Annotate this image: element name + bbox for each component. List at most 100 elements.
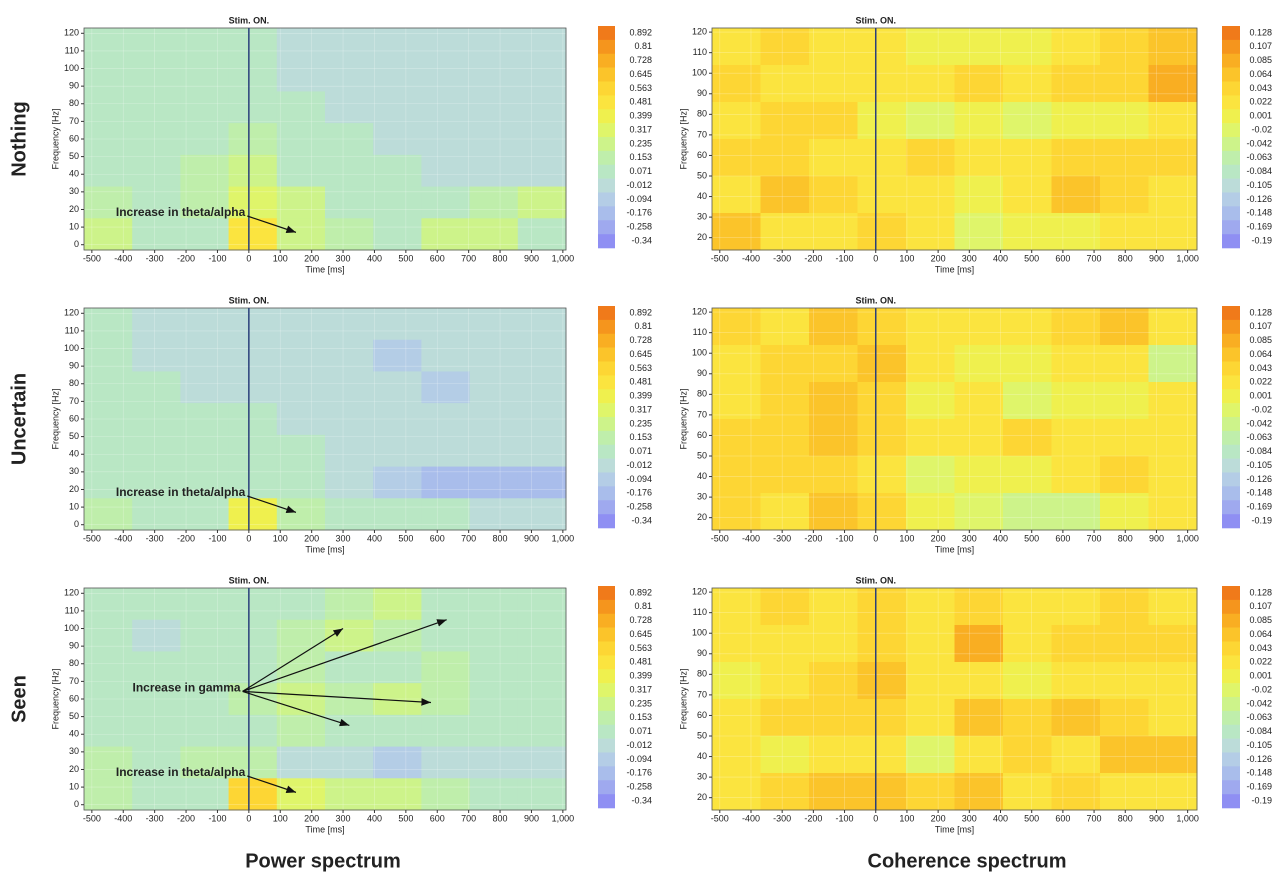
annotation: Increase in theta/alpha (116, 765, 246, 779)
colorbar-cell (598, 234, 615, 249)
x-tick-label: 400 (367, 533, 382, 543)
heat-cell (712, 213, 761, 251)
x-tick-label: -300 (146, 253, 164, 263)
heat-cell (1148, 699, 1198, 737)
heat-cell (1100, 102, 1149, 140)
x-tick-label: 600 (430, 253, 445, 263)
colorbar-label: 0.481 (629, 377, 652, 387)
heat-cell (1003, 176, 1052, 214)
colorbar-label: 0.085 (1249, 55, 1272, 65)
colorbar-label: 0.128 (1249, 307, 1272, 317)
colorbar-label: -0.02 (1251, 124, 1272, 134)
heat-cell (325, 746, 374, 779)
colorbar-cell (598, 780, 615, 795)
y-tick-label: 40 (69, 449, 79, 459)
colorbar-cell (1222, 347, 1240, 362)
colorbar-cell (1222, 26, 1240, 41)
heat-cell (1148, 625, 1198, 663)
heat-cell (421, 466, 471, 499)
colorbar-label: -0.169 (1246, 502, 1272, 512)
heat-cell (228, 28, 278, 61)
colorbar-label: 0.481 (629, 97, 652, 107)
heat-cell (373, 714, 422, 748)
heat-cell (906, 699, 955, 737)
heat-cell (132, 714, 181, 748)
colorbar-cell (598, 81, 615, 96)
y-tick-label: 100 (692, 68, 707, 78)
heat-cell (469, 619, 519, 652)
heat-cell (84, 651, 133, 684)
heat-cell (469, 371, 519, 404)
heat-cell (1051, 625, 1101, 663)
y-tick-label: 40 (69, 729, 79, 739)
colorbar-label: -0.063 (1246, 432, 1272, 442)
x-tick-label: -100 (208, 533, 226, 543)
heat-cell (84, 683, 133, 716)
heat-cell (180, 434, 230, 468)
heat-cell (469, 218, 519, 251)
colorbar-cell (1222, 375, 1240, 390)
heat-cell (325, 123, 374, 156)
heat-cell (421, 588, 471, 621)
heat-cell (276, 588, 326, 621)
heat-cell (469, 466, 519, 499)
y-tick-label: 120 (692, 306, 707, 316)
heat-cell (517, 91, 567, 124)
x-tick-label: 1,000 (1176, 813, 1199, 823)
heat-cell (954, 736, 1004, 774)
colorbar-label: -0.176 (626, 768, 652, 778)
x-tick-label: 600 (430, 533, 445, 543)
heat-cell (84, 218, 133, 251)
heat-cell (712, 382, 761, 420)
colorbar-label: 0.064 (1249, 349, 1272, 359)
heat-cell (373, 28, 422, 61)
heat-cell (325, 778, 374, 811)
x-tick-label: 100 (273, 253, 288, 263)
heat-cell (325, 371, 374, 404)
heat-cell (906, 213, 955, 251)
y-tick-label: 20 (697, 512, 707, 522)
y-tick-label: 70 (69, 396, 79, 406)
y-tick-label: 10 (69, 781, 79, 791)
heat-cell (1100, 588, 1149, 626)
x-tick-label: 300 (962, 813, 977, 823)
y-tick-label: 90 (697, 88, 707, 98)
heat-cell (906, 736, 955, 774)
y-tick-label: 110 (693, 47, 707, 57)
heat-cell (228, 59, 278, 92)
colorbar-label: -0.176 (626, 208, 652, 218)
heat-cell (421, 308, 471, 341)
colorbar-label: 0.317 (629, 684, 652, 694)
heat-cell (373, 123, 422, 156)
heat-cell (132, 498, 181, 531)
heat-cell (373, 619, 422, 652)
heat-cell (857, 588, 907, 626)
heat-cell (517, 434, 567, 468)
colorbar-cell (598, 500, 615, 515)
heat-cell (760, 176, 810, 214)
heat-cell (517, 651, 567, 684)
colorbar-label: 0.645 (629, 69, 652, 79)
x-tick-label: -100 (836, 253, 854, 263)
colorbar-label: 0.064 (1249, 69, 1272, 79)
heat-cell (421, 218, 471, 251)
colorbar-label: 0.728 (629, 55, 652, 65)
x-tick-label: -300 (773, 533, 791, 543)
x-axis-label: Time [ms] (305, 544, 344, 554)
colorbar-label: -0.19 (1251, 515, 1272, 525)
colorbar-cell (1222, 458, 1240, 473)
x-axis-label: Time [ms] (305, 824, 344, 834)
heat-cell (325, 91, 374, 124)
y-tick-label: 50 (69, 151, 79, 161)
heat-cell (1051, 699, 1101, 737)
colorbar-cell (598, 206, 615, 221)
colorbar-label: 0.81 (634, 321, 652, 331)
colorbar-cell (598, 306, 615, 321)
heat-cell (421, 186, 471, 219)
colorbar-cell (598, 586, 615, 601)
y-tick-label: 90 (69, 361, 79, 371)
heat-cell (132, 683, 181, 716)
x-tick-label: 200 (304, 533, 319, 543)
colorbar-cell (1222, 669, 1240, 684)
heat-cell (276, 714, 326, 748)
